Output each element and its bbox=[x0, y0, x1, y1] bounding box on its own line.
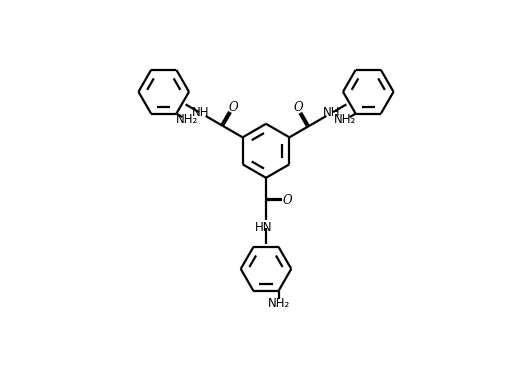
Text: NH₂: NH₂ bbox=[176, 113, 198, 127]
Text: NH: NH bbox=[192, 106, 209, 119]
Text: O: O bbox=[282, 194, 292, 207]
Text: NH: NH bbox=[323, 106, 340, 119]
Text: O: O bbox=[294, 101, 303, 114]
Text: NH₂: NH₂ bbox=[268, 297, 290, 310]
Text: HN: HN bbox=[255, 221, 272, 234]
Text: NH₂: NH₂ bbox=[334, 113, 356, 127]
Text: O: O bbox=[229, 101, 238, 114]
